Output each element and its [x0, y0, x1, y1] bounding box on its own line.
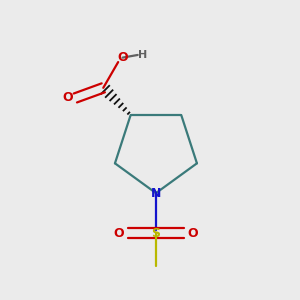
Text: O: O — [63, 92, 73, 104]
Text: N: N — [151, 187, 161, 200]
Text: H: H — [137, 50, 147, 60]
Text: O: O — [188, 227, 198, 240]
Text: O: O — [113, 227, 124, 240]
Text: S: S — [152, 227, 160, 240]
Text: O: O — [117, 51, 128, 64]
